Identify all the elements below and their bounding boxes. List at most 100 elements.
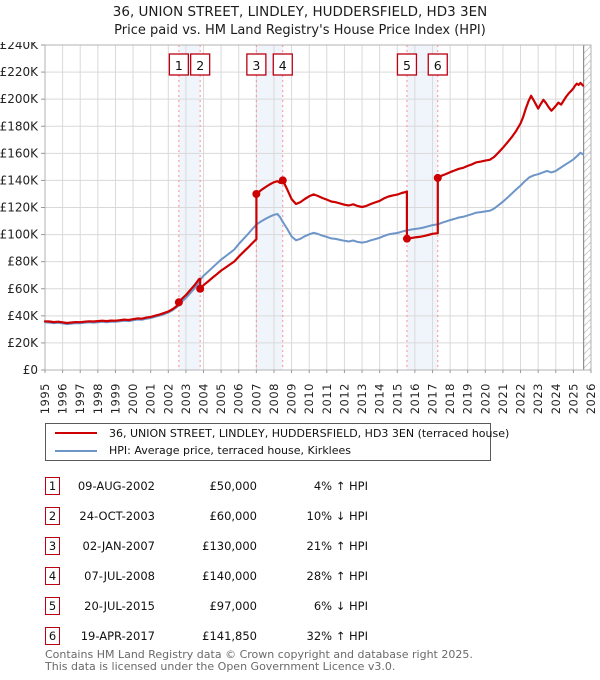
sale-date: 07-JUL-2008 (84, 569, 155, 583)
sale-number: 1 (175, 58, 183, 73)
y-axis-label: £240K (0, 42, 39, 52)
x-axis-label: 2010 (302, 383, 316, 414)
page-subtitle: Price paid vs. HM Land Registry's House … (114, 23, 486, 38)
sale-number-box (427, 53, 448, 76)
sale-number: 6 (434, 58, 442, 73)
sale-date: 02-JAN-2007 (82, 539, 156, 553)
sale-point-dot (278, 176, 287, 185)
sale-number-badge: 2 (45, 507, 60, 525)
x-axis-label: 2016 (408, 383, 422, 414)
sale-number: 4 (279, 58, 287, 73)
chart-legend: 36, UNION STREET, LINDLEY, HUDDERSFIELD,… (45, 423, 509, 461)
x-axis-label: 2022 (514, 383, 528, 414)
sale-price: £130,000 (202, 539, 257, 553)
x-axis-label: 2002 (161, 383, 175, 414)
x-axis-label: 2009 (285, 383, 299, 414)
y-axis-label: £80K (7, 255, 39, 269)
future-hatch-zone (583, 45, 591, 370)
y-axis-label: £0 (23, 363, 38, 377)
y-axis-label: £200K (0, 92, 39, 106)
sale-number-badge: 5 (45, 597, 60, 615)
sale-point-dot (402, 234, 411, 243)
y-axis-label: £140K (0, 173, 39, 187)
table-row: 5 20-JUL-2015 £97,000 6% ↓ HPI (45, 591, 368, 621)
legend-item-property: 36, UNION STREET, LINDLEY, HUDDERSFIELD,… (46, 425, 509, 441)
x-axis-label: 2003 (179, 383, 193, 414)
x-axis-label: 2005 (214, 383, 228, 414)
sale-date: 24-OCT-2003 (79, 509, 155, 523)
x-axis-label: 1995 (38, 383, 52, 414)
sale-date: 20-JUL-2015 (84, 599, 155, 613)
legend-item-hpi: HPI: Average price, terraced house, Kirk… (46, 443, 490, 459)
sale-number-badge: 4 (45, 567, 60, 585)
x-axis-label: 1999 (108, 383, 122, 414)
table-row: 6 19-APR-2017 £141,850 32% ↑ HPI (45, 621, 368, 651)
page-title: 36, UNION STREET, LINDLEY, HUDDERSFIELD,… (112, 4, 488, 20)
sale-number: 3 (252, 58, 260, 73)
x-axis-label: 2012 (337, 383, 351, 414)
sale-number: 5 (403, 58, 411, 73)
y-axis-label: £20K (7, 336, 39, 350)
sale-hpi-delta: 28% ↑ HPI (306, 569, 368, 583)
sale-hpi-delta: 6% ↓ HPI (313, 599, 368, 613)
table-row: 2 24-OCT-2003 £60,000 10% ↓ HPI (45, 501, 368, 531)
x-axis-label: 2007 (249, 383, 263, 414)
x-axis-label: 2011 (320, 383, 334, 414)
hpi-line (44, 151, 585, 326)
sale-price: £50,000 (209, 479, 257, 493)
x-axis-label: 2024 (549, 383, 563, 414)
sale-number-box (190, 53, 211, 76)
sale-date: 09-AUG-2002 (77, 479, 155, 493)
x-axis-label: 2000 (126, 383, 140, 414)
x-axis-label: 2014 (373, 383, 387, 414)
x-axis-label: 2021 (496, 383, 510, 414)
y-axis-label: £120K (0, 201, 39, 215)
legend-line-sample-red (55, 432, 97, 435)
table-row: 4 07-JUL-2008 £140,000 28% ↑ HPI (45, 561, 368, 591)
x-axis-label: 2013 (355, 383, 369, 414)
footer-line-2: This data is licensed under the Open Gov… (45, 659, 396, 673)
legend-label: HPI: Average price, terraced house, Kirk… (109, 444, 352, 458)
sale-number: 2 (196, 58, 204, 73)
sale-point-dot (433, 173, 442, 182)
y-axis-label: £180K (0, 119, 39, 133)
sale-point-dot (174, 298, 183, 307)
table-row: 1 09-AUG-2002 £50,000 4% ↑ HPI (45, 471, 368, 501)
x-axis-label: 2025 (566, 383, 580, 414)
y-axis-label: £60K (7, 282, 39, 296)
x-axis-label: 2023 (531, 383, 545, 414)
sale-point-dot (252, 189, 261, 198)
sale-hpi-delta: 21% ↑ HPI (306, 539, 368, 553)
y-axis-label: £160K (0, 146, 39, 160)
sale-hpi-delta: 32% ↑ HPI (306, 629, 368, 643)
x-axis-label: 2020 (478, 383, 492, 414)
x-axis-label: 2004 (197, 383, 211, 414)
x-axis-label: 2019 (461, 383, 475, 414)
x-axis-label: 2018 (443, 383, 457, 414)
x-axis-label: 1998 (91, 383, 105, 414)
y-axis-label: £100K (0, 228, 39, 242)
x-axis-label: 2001 (144, 383, 158, 414)
sale-price: £141,850 (202, 629, 257, 643)
x-axis-label: 1996 (56, 383, 70, 414)
x-axis-label: 2026 (584, 383, 598, 414)
sale-point-dot (196, 284, 205, 293)
sale-number-box (168, 53, 190, 76)
x-axis-label: 2006 (232, 383, 246, 414)
sale-hpi-delta: 10% ↓ HPI (306, 509, 368, 523)
sales-table: 1 09-AUG-2002 £50,000 4% ↑ HPI 2 24-OCT-… (45, 471, 368, 651)
footer-line-1: Contains HM Land Registry data © Crown c… (45, 648, 473, 661)
legend-line-sample-blue (55, 449, 97, 452)
legend-label: 36, UNION STREET, LINDLEY, HUDDERSFIELD,… (109, 426, 510, 440)
sale-number-badge: 3 (45, 537, 60, 555)
sale-price: £140,000 (202, 569, 257, 583)
sale-hpi-delta: 4% ↑ HPI (313, 479, 368, 493)
y-axis-label: £220K (0, 65, 39, 79)
table-row: 3 02-JAN-2007 £130,000 21% ↑ HPI (45, 531, 368, 561)
sale-number-box (272, 53, 293, 76)
x-axis-label: 2017 (425, 383, 439, 414)
sale-number-box (246, 53, 267, 76)
sale-number-badge: 1 (45, 477, 60, 495)
x-axis-label: 1997 (73, 383, 87, 414)
